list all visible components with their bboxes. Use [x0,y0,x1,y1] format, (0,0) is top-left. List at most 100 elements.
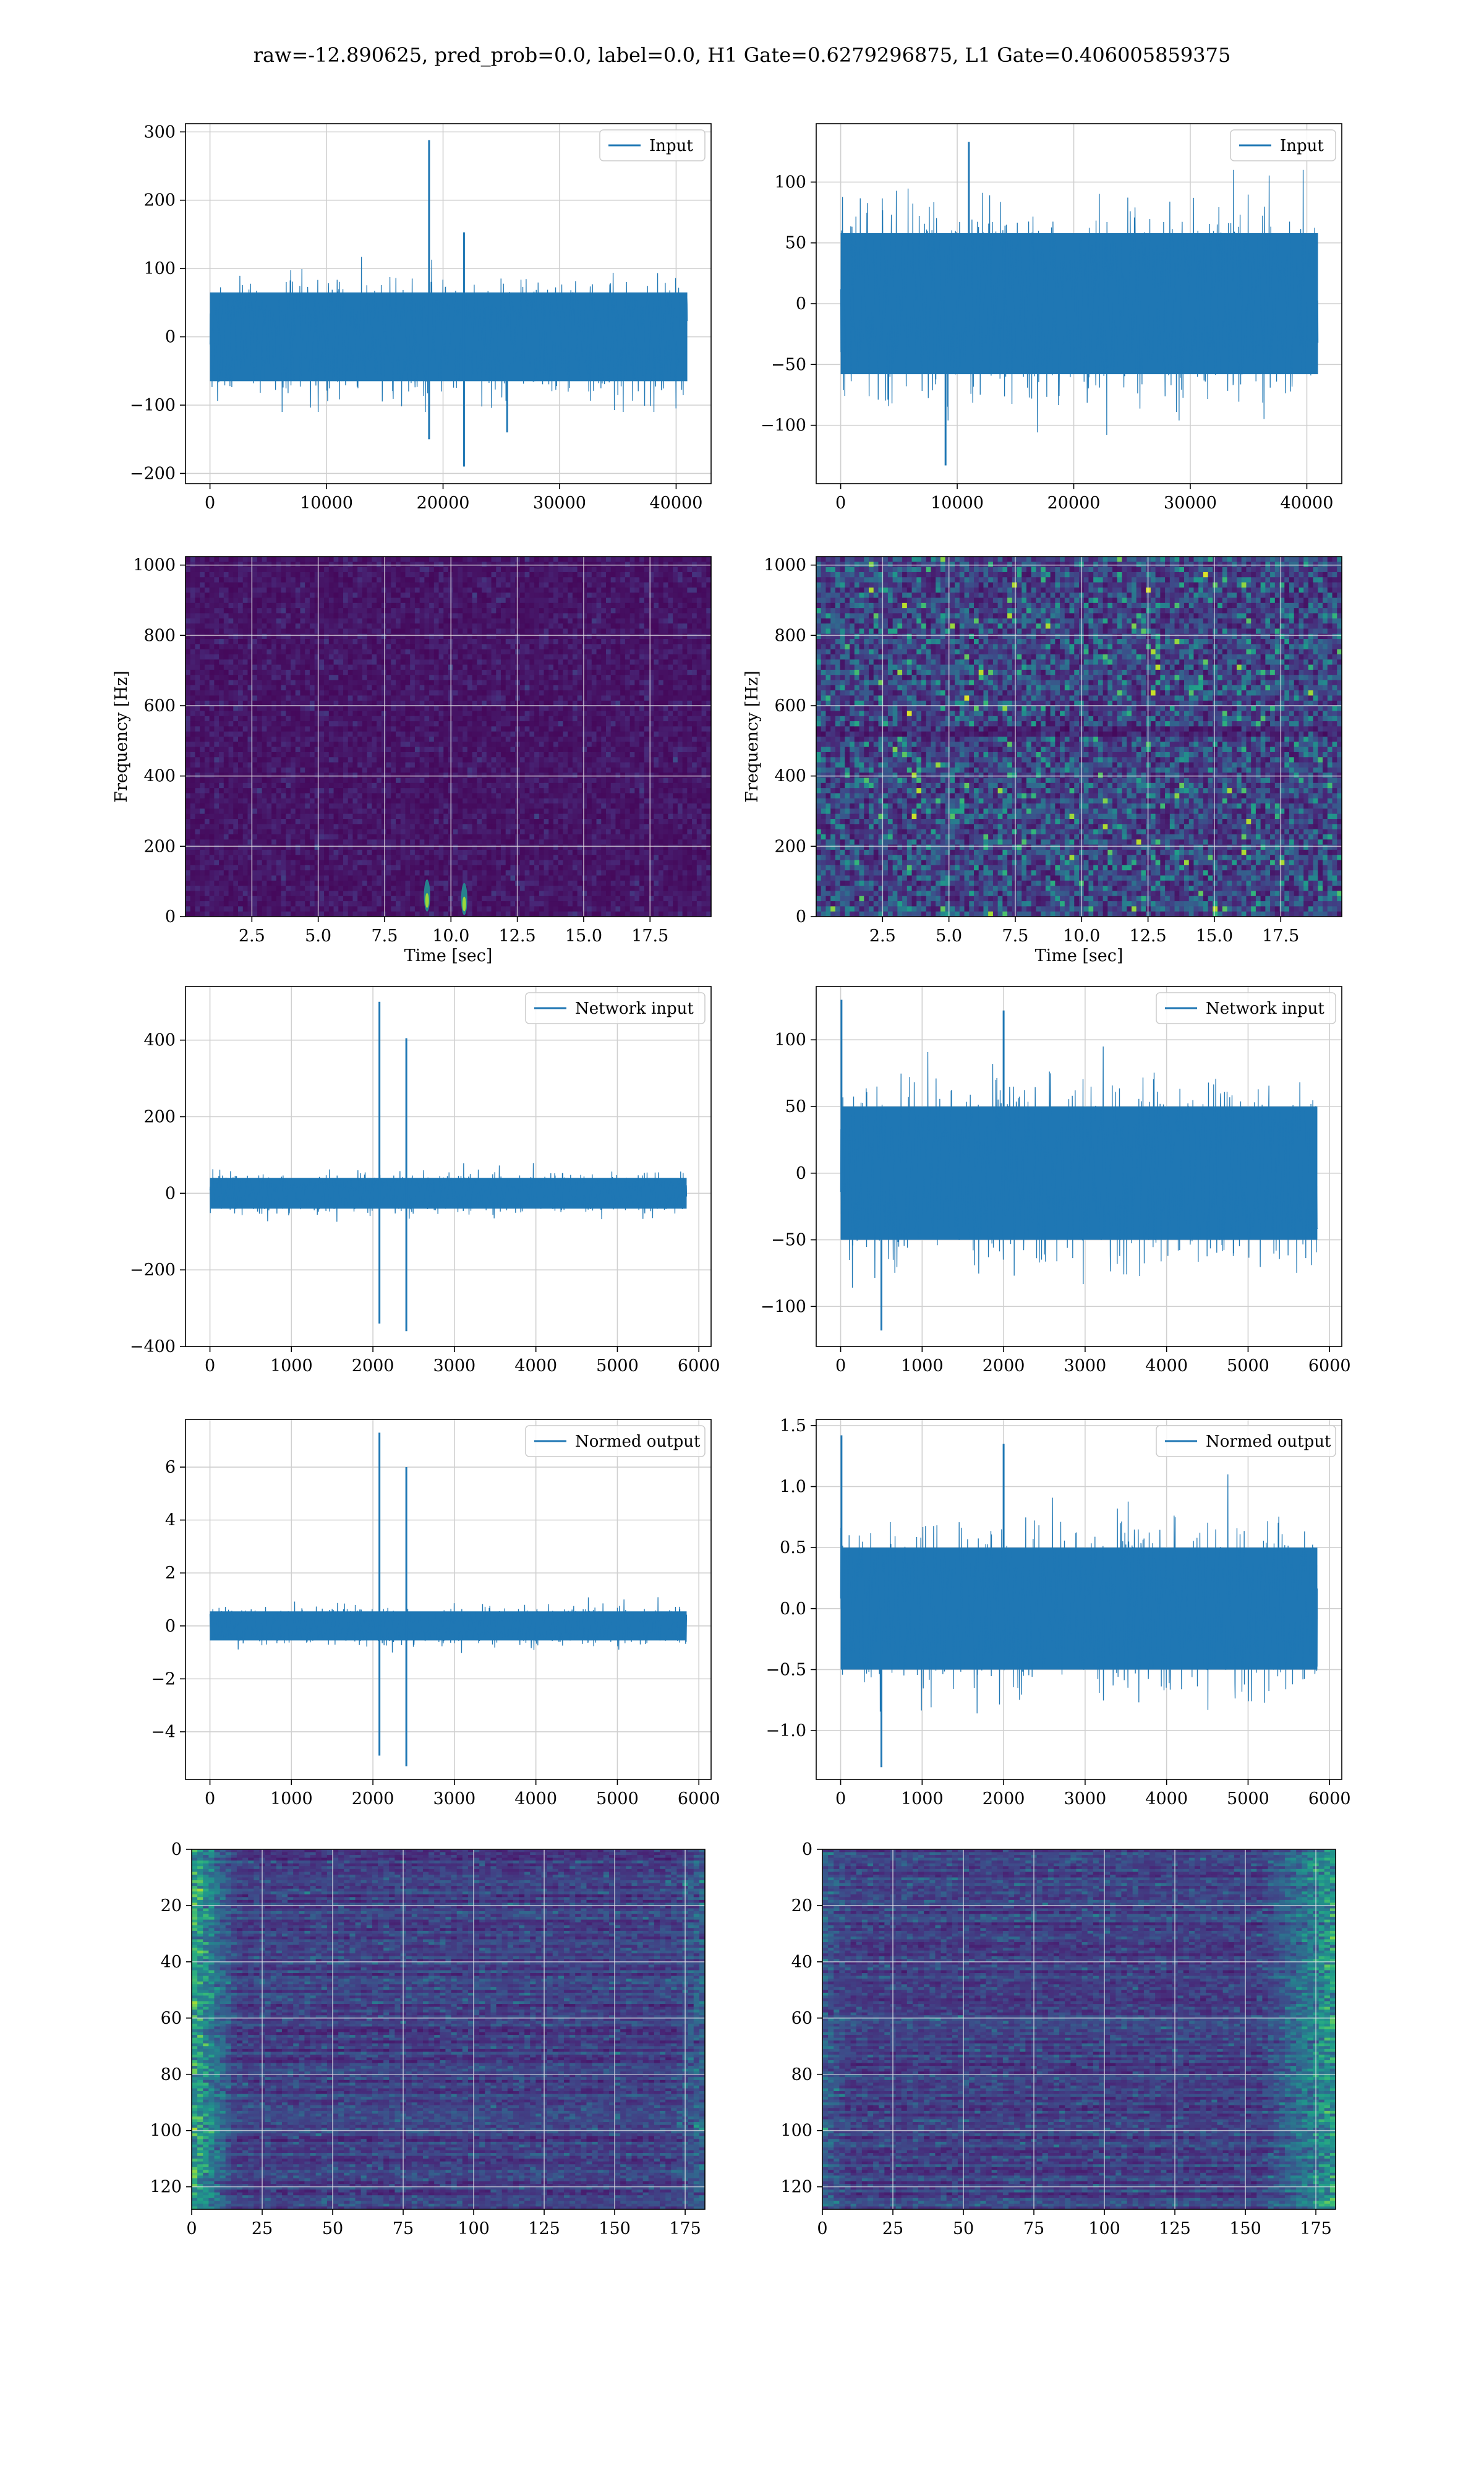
heatmap-cell [467,767,473,773]
heatmap-cell [238,855,244,861]
heatmap-cell [343,587,349,593]
heatmap-cell [367,644,372,650]
heatmap-cell [267,834,272,840]
heatmap-cell [295,829,301,835]
heatmap-cell [214,834,220,840]
heatmap-cell [414,798,420,804]
heatmap-cell [438,829,444,835]
heatmap-cell [400,587,406,593]
heatmap-cell [228,628,234,635]
heatmap-cell [477,834,482,840]
heatmap-cell [396,813,401,820]
heatmap-cell [328,742,335,748]
heatmap-cell [472,870,477,876]
heatmap-cell [424,839,430,845]
heatmap-cell [233,659,239,666]
heatmap-cell [281,562,286,568]
heatmap-cell [381,865,387,871]
heatmap-cell [463,669,468,675]
heatmap-cell [190,808,196,815]
heatmap-cell [505,773,511,779]
heatmap-cell [501,747,506,753]
heatmap-cell [309,782,315,789]
heatmap-cell [367,911,372,917]
heatmap-cell [486,659,492,666]
heatmap-cell [433,706,440,712]
heatmap-cell [396,582,401,588]
heatmap-cell [453,737,459,742]
heatmap-cell [482,773,487,779]
heatmap-cell [271,896,277,902]
heatmap-cell [228,669,234,675]
heatmap-cell [195,587,200,593]
heatmap-cell [343,659,349,666]
heatmap-cell [496,602,501,609]
heatmap-cell [463,731,468,737]
heatmap-cell [281,757,286,763]
heatmap-cell [386,690,391,696]
heatmap-cell [381,829,387,835]
heatmap-cell [214,633,220,640]
heatmap-cell [453,690,459,696]
heatmap-cell [467,808,473,815]
heatmap-cell [333,834,339,840]
heatmap-cell [295,669,301,675]
heatmap-cell [247,767,253,773]
heatmap-cell [200,639,205,644]
heatmap-cell [505,690,511,696]
heatmap-cell [405,639,411,644]
heatmap-cell [186,613,191,619]
heatmap-cell [458,819,463,824]
heatmap-cell [377,901,382,907]
heatmap-cell [333,690,339,696]
heatmap-cell [391,849,396,855]
heatmap-cell [482,803,487,809]
heatmap-cell [267,808,272,815]
heatmap-cell [510,700,516,706]
heatmap-cell [195,675,200,681]
heatmap-cell [405,865,411,871]
heatmap-cell [271,562,277,568]
heatmap-cell [458,680,463,686]
heatmap-cell [463,628,468,635]
heatmap-cell [271,623,277,629]
heatmap-cell [410,834,416,840]
heatmap-cell [443,582,449,588]
heatmap-cell [482,839,487,845]
heatmap-cell [324,628,330,635]
heatmap-cell [271,777,277,784]
heatmap-cell [286,855,291,861]
heatmap-cell [377,829,382,835]
heatmap-cell [391,855,396,861]
heatmap-cell [195,819,200,824]
heatmap-cell [286,618,291,624]
heatmap-cell [300,824,305,830]
heatmap-cell [386,886,391,892]
heatmap-cell [400,751,406,758]
heatmap-cell [324,597,330,604]
heatmap-cell [414,829,420,835]
heatmap-cell [309,593,315,599]
heatmap-cell [204,587,210,593]
heatmap-cell [433,628,440,635]
heatmap-cell [291,819,296,824]
heatmap-cell [491,839,497,845]
heatmap-cell [438,675,444,681]
heatmap-cell [419,602,425,609]
heatmap-cell [372,690,377,696]
heatmap-cell [367,695,372,701]
heatmap-cell [295,844,301,850]
heatmap-cell [309,860,315,866]
heatmap-cell [424,824,430,830]
heatmap-cell [410,706,416,712]
heatmap-cell [377,849,382,855]
heatmap-cell [496,829,501,835]
heatmap-cell [472,721,477,727]
heatmap-cell [472,716,477,722]
heatmap-cell [453,613,459,619]
heatmap-cell [505,669,511,675]
heatmap-cell [443,829,449,835]
heatmap-cell [281,793,286,799]
heatmap-cell [291,860,296,866]
heatmap-cell [286,557,291,562]
